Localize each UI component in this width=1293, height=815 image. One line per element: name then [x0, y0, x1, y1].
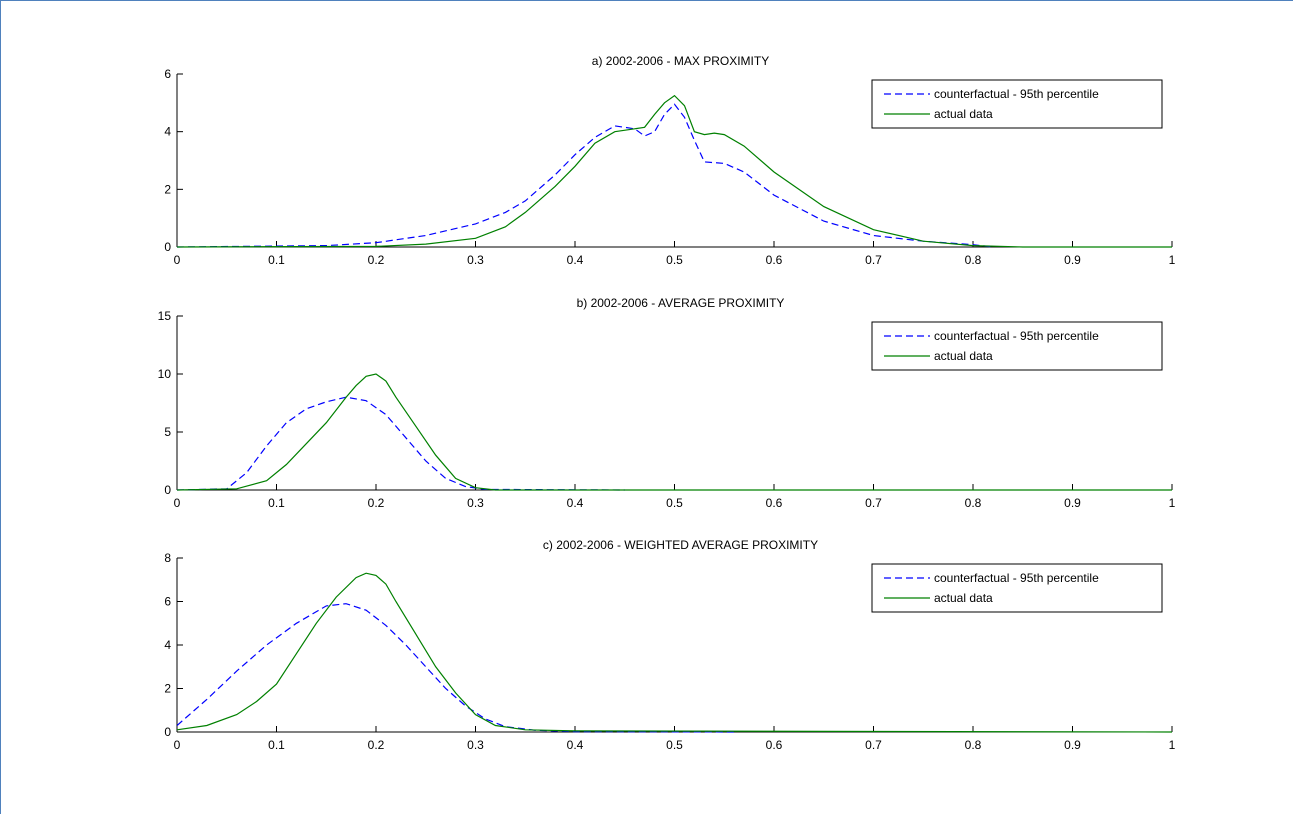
- x-tick-label: 0.6: [766, 496, 783, 510]
- x-tick-label: 1: [1169, 253, 1176, 267]
- y-tick-label: 0: [164, 483, 171, 497]
- x-tick-label: 0.6: [766, 253, 783, 267]
- subplot-title: c) 2002-2006 - WEIGHTED AVERAGE PROXIMIT…: [543, 538, 818, 552]
- y-tick-label: 4: [164, 125, 171, 139]
- subplot-title: b) 2002-2006 - AVERAGE PROXIMITY: [577, 296, 785, 310]
- x-tick-label: 0.8: [965, 253, 982, 267]
- subplot-3: 0 0.1 0.2 0.3 0.4 0.5 0.6 0.7 0.8 0.9 1 0 2 4 6 8 c) 200…: [164, 538, 1175, 752]
- y-tick-label: 10: [158, 367, 172, 381]
- x-tick-label: 0.8: [965, 496, 982, 510]
- x-tick-label: 0.6: [766, 738, 783, 752]
- legend-label: actual data: [934, 107, 993, 121]
- legend-label: counterfactual - 95th percentile: [934, 571, 1099, 585]
- y-tick-label: 5: [164, 425, 171, 439]
- x-tick-label: 0.5: [666, 738, 683, 752]
- x-tick-label: 0.1: [268, 496, 285, 510]
- y-tick-label: 0: [164, 240, 171, 254]
- series-line-actual: [177, 572, 1172, 733]
- x-tick-label: 1: [1169, 738, 1176, 752]
- series-line-counterfactual: [177, 396, 625, 491]
- x-tick-label: 0.2: [368, 496, 385, 510]
- legend-label: counterfactual - 95th percentile: [934, 329, 1099, 343]
- legend: counterfactual - 95th percentile actual d…: [871, 563, 1163, 613]
- y-tick-label: 15: [158, 309, 172, 323]
- y-tick-label: 6: [164, 595, 171, 609]
- x-tick-label: 0.4: [567, 738, 584, 752]
- x-tick-label: 0.4: [567, 496, 584, 510]
- x-tick-label: 0: [174, 738, 181, 752]
- x-tick-label: 0.1: [268, 253, 285, 267]
- series-line-actual: [177, 373, 1172, 491]
- x-tick-label: 0.4: [567, 253, 584, 267]
- legend: counterfactual - 95th percentile actual d…: [871, 321, 1163, 371]
- series-line-counterfactual: [177, 603, 735, 733]
- x-tick-label: 0.3: [467, 738, 484, 752]
- x-tick-label: 0.7: [865, 496, 882, 510]
- y-tick-label: 2: [164, 182, 171, 196]
- x-tick-label: 0: [174, 253, 181, 267]
- x-tick-label: 0.7: [865, 253, 882, 267]
- series-line-counterfactual: [177, 103, 993, 248]
- subplot-title: a) 2002-2006 - MAX PROXIMITY: [592, 54, 769, 68]
- x-tick-label: 0.5: [666, 253, 683, 267]
- x-tick-label: 0.8: [965, 738, 982, 752]
- x-tick-label: 0.2: [368, 738, 385, 752]
- x-tick-label: 0.9: [1064, 253, 1081, 267]
- legend-box: [871, 563, 1163, 613]
- legend-label: counterfactual - 95th percentile: [934, 87, 1099, 101]
- x-tick-label: 0.2: [368, 253, 385, 267]
- y-tick-label: 0: [164, 725, 171, 739]
- legend-label: actual data: [934, 349, 993, 363]
- legend-box: [871, 321, 1163, 371]
- y-tick-label: 4: [164, 638, 171, 652]
- y-tick-label: 6: [164, 67, 171, 81]
- x-tick-label: 0.3: [467, 496, 484, 510]
- x-tick-label: 0.3: [467, 253, 484, 267]
- legend: counterfactual - 95th percentile actual d…: [871, 79, 1163, 129]
- series-line-actual: [177, 94, 1172, 248]
- legend-box: [871, 79, 1163, 129]
- x-tick-label: 0.1: [268, 738, 285, 752]
- x-tick-label: 0: [174, 496, 181, 510]
- x-tick-label: 1: [1169, 496, 1176, 510]
- x-tick-label: 0.9: [1064, 738, 1081, 752]
- x-tick-label: 0.7: [865, 738, 882, 752]
- y-tick-label: 2: [164, 682, 171, 696]
- subplot-1: 0 0.1 0.2 0.3 0.4 0.5 0.6 0.7 0.8 0.9 1 0 2 4 6 a) 2002…: [164, 54, 1175, 267]
- x-tick-label: 0.5: [666, 496, 683, 510]
- legend-label: actual data: [934, 591, 993, 605]
- y-tick-label: 8: [164, 551, 171, 565]
- x-tick-label: 0.9: [1064, 496, 1081, 510]
